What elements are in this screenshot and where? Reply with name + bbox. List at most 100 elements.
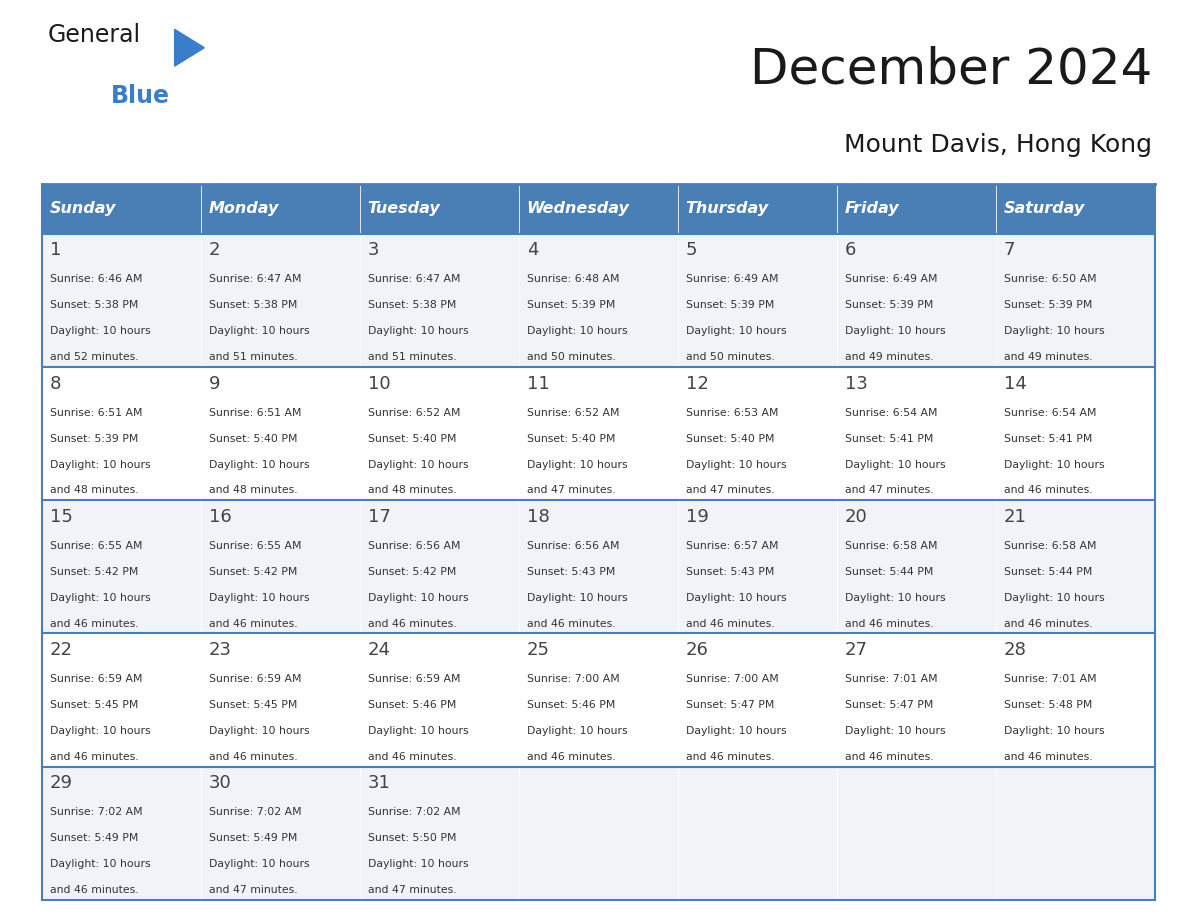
Bar	[836, 367, 996, 500]
Text: 18: 18	[526, 508, 549, 526]
Text: Sunset: 5:40 PM: Sunset: 5:40 PM	[685, 433, 775, 443]
Text: and 46 minutes.: and 46 minutes.	[1004, 752, 1092, 762]
Text: 29: 29	[50, 774, 72, 792]
Text: Sunset: 5:42 PM: Sunset: 5:42 PM	[50, 566, 138, 577]
Text: Sunset: 5:39 PM: Sunset: 5:39 PM	[526, 300, 615, 310]
Text: Daylight: 10 hours: Daylight: 10 hours	[367, 460, 468, 469]
Bar	[677, 234, 836, 367]
Text: 22: 22	[50, 641, 72, 659]
Text: and 46 minutes.: and 46 minutes.	[845, 619, 934, 629]
Bar	[42, 184, 201, 234]
Text: Daylight: 10 hours: Daylight: 10 hours	[845, 726, 946, 735]
Text: Sunrise: 7:02 AM: Sunrise: 7:02 AM	[50, 807, 143, 817]
Text: Sunrise: 6:55 AM: Sunrise: 6:55 AM	[209, 541, 301, 551]
Text: Sunrise: 6:47 AM: Sunrise: 6:47 AM	[209, 274, 301, 285]
Text: 1: 1	[50, 241, 61, 260]
Text: Sunrise: 6:56 AM: Sunrise: 6:56 AM	[526, 541, 619, 551]
Text: and 47 minutes.: and 47 minutes.	[526, 486, 615, 496]
Text: 2: 2	[209, 241, 220, 260]
Text: 8: 8	[50, 375, 61, 393]
Text: Sunset: 5:39 PM: Sunset: 5:39 PM	[50, 433, 138, 443]
Text: Daylight: 10 hours: Daylight: 10 hours	[845, 593, 946, 602]
Text: Monday: Monday	[209, 201, 279, 217]
Text: and 46 minutes.: and 46 minutes.	[367, 619, 456, 629]
Text: Daylight: 10 hours: Daylight: 10 hours	[50, 859, 150, 868]
Text: 25: 25	[526, 641, 550, 659]
Bar	[836, 184, 996, 234]
Text: Sunset: 5:40 PM: Sunset: 5:40 PM	[526, 433, 615, 443]
Text: Daylight: 10 hours: Daylight: 10 hours	[209, 460, 309, 469]
Text: Sunrise: 6:48 AM: Sunrise: 6:48 AM	[526, 274, 619, 285]
Text: and 46 minutes.: and 46 minutes.	[50, 885, 138, 895]
Text: Sunrise: 6:53 AM: Sunrise: 6:53 AM	[685, 408, 778, 418]
Text: and 48 minutes.: and 48 minutes.	[209, 486, 297, 496]
Text: and 48 minutes.: and 48 minutes.	[367, 486, 456, 496]
Bar	[677, 367, 836, 500]
Bar	[836, 500, 996, 633]
Text: Daylight: 10 hours: Daylight: 10 hours	[367, 593, 468, 602]
Text: and 51 minutes.: and 51 minutes.	[367, 353, 456, 363]
Text: and 46 minutes.: and 46 minutes.	[1004, 486, 1092, 496]
Bar	[996, 500, 1155, 633]
Text: Sunset: 5:46 PM: Sunset: 5:46 PM	[367, 700, 456, 710]
Bar	[996, 367, 1155, 500]
Text: 4: 4	[526, 241, 538, 260]
Text: 5: 5	[685, 241, 697, 260]
Text: Sunrise: 6:54 AM: Sunrise: 6:54 AM	[1004, 408, 1097, 418]
Text: Sunset: 5:39 PM: Sunset: 5:39 PM	[1004, 300, 1092, 310]
Text: 21: 21	[1004, 508, 1026, 526]
Text: 16: 16	[209, 508, 232, 526]
Bar	[996, 234, 1155, 367]
Text: Sunrise: 6:59 AM: Sunrise: 6:59 AM	[209, 674, 301, 684]
Text: Sunset: 5:44 PM: Sunset: 5:44 PM	[845, 566, 933, 577]
Text: Sunrise: 6:49 AM: Sunrise: 6:49 AM	[685, 274, 778, 285]
Text: Sunset: 5:46 PM: Sunset: 5:46 PM	[526, 700, 615, 710]
Text: Sunrise: 6:47 AM: Sunrise: 6:47 AM	[367, 274, 460, 285]
Text: Sunrise: 6:50 AM: Sunrise: 6:50 AM	[1004, 274, 1097, 285]
Bar	[201, 767, 360, 900]
Bar	[519, 367, 677, 500]
Text: Sunset: 5:42 PM: Sunset: 5:42 PM	[209, 566, 297, 577]
Text: Daylight: 10 hours: Daylight: 10 hours	[50, 593, 150, 602]
Text: 13: 13	[845, 375, 867, 393]
Bar	[42, 234, 201, 367]
Bar	[836, 633, 996, 767]
Text: Daylight: 10 hours: Daylight: 10 hours	[209, 593, 309, 602]
Text: 31: 31	[367, 774, 391, 792]
Text: Sunset: 5:43 PM: Sunset: 5:43 PM	[526, 566, 615, 577]
Text: Daylight: 10 hours: Daylight: 10 hours	[526, 726, 627, 735]
Text: Daylight: 10 hours: Daylight: 10 hours	[367, 327, 468, 336]
Text: Friday: Friday	[845, 201, 899, 217]
Text: Sunrise: 6:59 AM: Sunrise: 6:59 AM	[367, 674, 460, 684]
Text: Sunset: 5:45 PM: Sunset: 5:45 PM	[50, 700, 138, 710]
Text: General: General	[48, 23, 140, 47]
Text: and 46 minutes.: and 46 minutes.	[685, 752, 775, 762]
Bar	[201, 367, 360, 500]
Text: Daylight: 10 hours: Daylight: 10 hours	[367, 859, 468, 868]
Text: Daylight: 10 hours: Daylight: 10 hours	[1004, 327, 1105, 336]
Text: 26: 26	[685, 641, 708, 659]
Text: and 46 minutes.: and 46 minutes.	[50, 752, 138, 762]
Text: Daylight: 10 hours: Daylight: 10 hours	[367, 726, 468, 735]
Bar	[360, 633, 519, 767]
Bar	[201, 500, 360, 633]
Text: Sunset: 5:38 PM: Sunset: 5:38 PM	[209, 300, 297, 310]
Text: 30: 30	[209, 774, 232, 792]
Text: Sunrise: 6:52 AM: Sunrise: 6:52 AM	[526, 408, 619, 418]
Text: 27: 27	[845, 641, 867, 659]
Text: 7: 7	[1004, 241, 1016, 260]
Text: Daylight: 10 hours: Daylight: 10 hours	[50, 726, 150, 735]
Bar	[42, 767, 201, 900]
Bar	[360, 184, 519, 234]
Bar	[42, 633, 201, 767]
Text: Sunrise: 6:51 AM: Sunrise: 6:51 AM	[50, 408, 143, 418]
Text: Sunrise: 7:01 AM: Sunrise: 7:01 AM	[845, 674, 937, 684]
Text: Blue: Blue	[110, 84, 170, 108]
Text: 11: 11	[526, 375, 549, 393]
Text: Sunrise: 6:57 AM: Sunrise: 6:57 AM	[685, 541, 778, 551]
Bar	[201, 184, 360, 234]
Text: Sunrise: 6:49 AM: Sunrise: 6:49 AM	[845, 274, 937, 285]
Text: Sunrise: 7:02 AM: Sunrise: 7:02 AM	[209, 807, 302, 817]
Text: and 46 minutes.: and 46 minutes.	[50, 619, 138, 629]
Text: and 46 minutes.: and 46 minutes.	[526, 619, 615, 629]
